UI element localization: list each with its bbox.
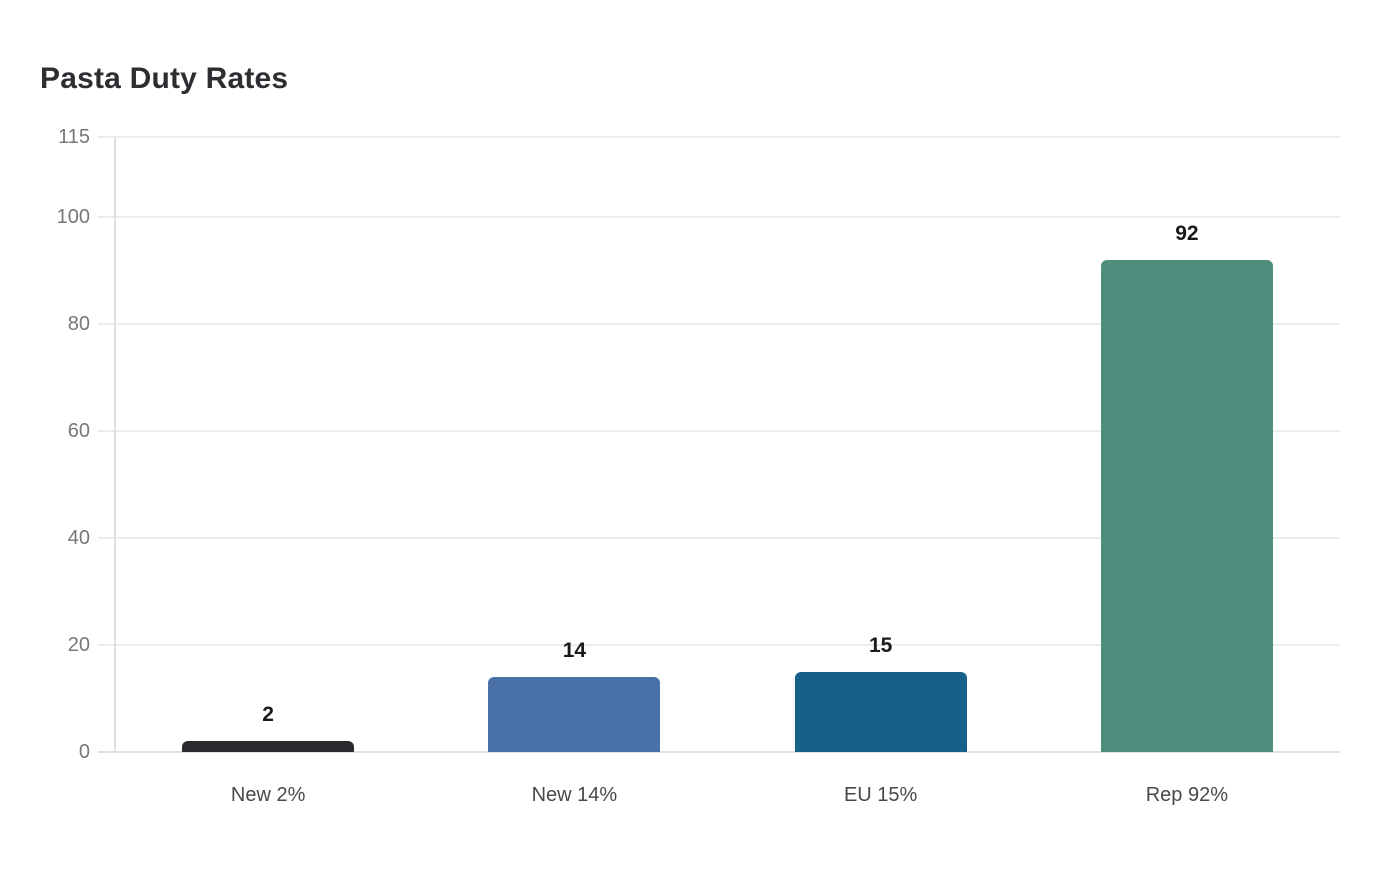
bar-value-label: 2	[262, 703, 274, 727]
gridline	[98, 216, 1340, 219]
bar-value-label: 92	[1175, 222, 1199, 245]
y-tick-label: 0	[78, 741, 90, 763]
y-tick-label: 20	[67, 634, 90, 657]
x-axis-category-label: EU 15%	[843, 784, 918, 806]
gridline	[98, 644, 1340, 647]
gridline	[98, 751, 1340, 753]
bar-1	[182, 741, 355, 752]
y-tick-label: 60	[67, 420, 90, 443]
y-tick-label: 115	[58, 126, 90, 148]
x-axis-category-label: New 2%	[230, 784, 306, 806]
y-tick-label: 80	[67, 313, 90, 336]
gridline	[98, 136, 1340, 138]
y-tick-label: 100	[56, 206, 90, 229]
x-axis-category-label: Rep 92%	[1145, 784, 1229, 806]
gridline	[98, 537, 1340, 540]
bar-4	[1100, 260, 1273, 752]
gridline	[98, 323, 1340, 326]
gridline	[98, 430, 1340, 433]
x-axis-category-label: New 14%	[531, 784, 618, 806]
bar-value-label: 15	[868, 633, 893, 657]
y-tick-label: 40	[67, 527, 90, 550]
bar-3	[794, 671, 967, 752]
y-axis-line	[114, 137, 116, 752]
chart-title: Pasta Duty Rates	[40, 62, 289, 95]
bar-2	[488, 677, 661, 752]
bar-value-label: 14	[562, 639, 587, 663]
